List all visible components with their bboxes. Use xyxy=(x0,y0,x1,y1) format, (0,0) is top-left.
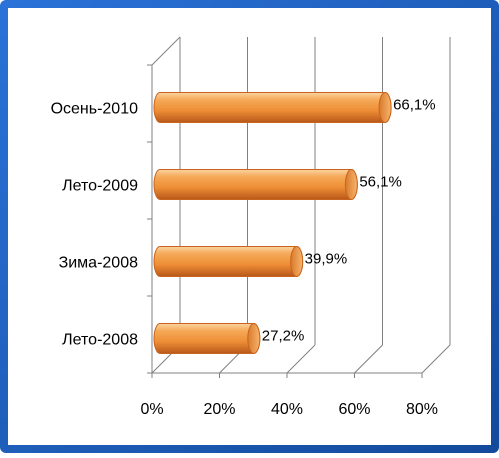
category-label: Лето-2008 xyxy=(62,332,138,349)
bar-body xyxy=(153,323,261,354)
bar-body xyxy=(153,169,358,200)
bars xyxy=(153,92,392,354)
category-labels: Осень-2010 Лето-2009 Зима-2008 Лето-2008 xyxy=(51,101,139,349)
bar-cap xyxy=(290,246,304,277)
data-label: 66,1% xyxy=(393,96,436,113)
bar-body xyxy=(153,246,304,277)
x-tick-label: 40% xyxy=(271,401,303,418)
bar xyxy=(153,92,392,123)
gridline-floor-2 xyxy=(286,344,316,374)
axes xyxy=(147,36,423,378)
data-label: 39,9% xyxy=(305,250,348,267)
x-tick-labels: 0% 20% 40% 60% 80% xyxy=(140,401,438,418)
category-label: Лето-2009 xyxy=(62,178,138,195)
x-tick-label: 80% xyxy=(406,401,438,418)
bar-cap xyxy=(247,323,261,354)
chart-background xyxy=(8,8,491,445)
bar xyxy=(153,246,304,277)
data-label: 27,2% xyxy=(262,327,305,344)
x-tick-label: 60% xyxy=(338,401,370,418)
gridline-floor-4 xyxy=(421,344,451,374)
x-tick-label: 0% xyxy=(140,401,163,418)
category-label: Зима-2008 xyxy=(59,255,139,272)
bar-cap xyxy=(344,169,358,200)
grid-lines xyxy=(151,37,451,374)
data-label: 56,1% xyxy=(359,173,402,190)
data-labels: 66,1% 56,1% 39,9% 27,2% xyxy=(262,96,436,344)
bar xyxy=(153,323,261,354)
y-axis-top-edge xyxy=(151,36,181,66)
x-tick-label: 20% xyxy=(203,401,235,418)
bar xyxy=(153,169,358,200)
bar-body xyxy=(153,92,392,123)
gridline-floor-3 xyxy=(354,344,383,374)
category-label: Осень-2010 xyxy=(51,101,139,118)
bar-cap xyxy=(378,92,392,123)
